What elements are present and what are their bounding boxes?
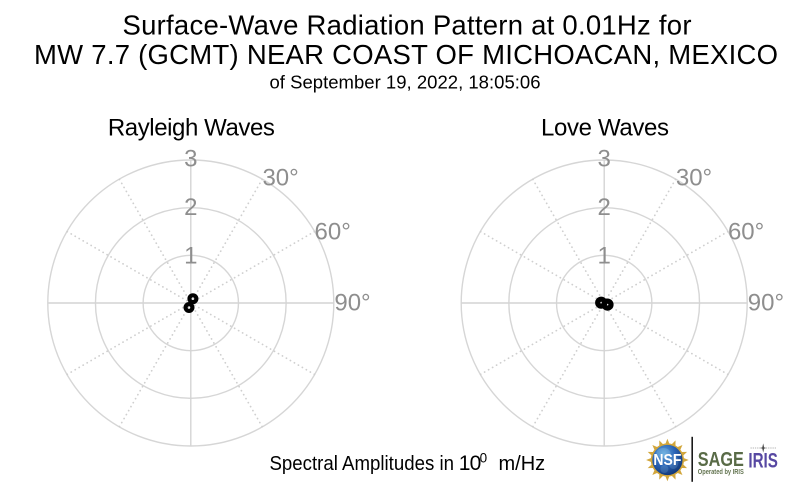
svg-text:30°: 30° [262, 165, 298, 192]
svg-text:30°: 30° [676, 165, 712, 192]
svg-text:2: 2 [598, 194, 611, 221]
svg-text:90°: 90° [334, 290, 370, 317]
svg-text:MW 7.7 (GCMT) NEAR COAST OF MI: MW 7.7 (GCMT) NEAR COAST OF MICHOACAN, M… [34, 39, 778, 70]
svg-text:IRIS: IRIS [748, 449, 778, 472]
svg-text:2: 2 [184, 194, 197, 221]
svg-text:Rayleigh Waves: Rayleigh Waves [108, 115, 275, 142]
svg-text:NSF: NSF [653, 452, 681, 469]
svg-text:Surface-Wave Radiation Pattern: Surface-Wave Radiation Pattern at 0.01Hz… [123, 10, 692, 41]
svg-text:90°: 90° [748, 290, 784, 317]
svg-text:60°: 60° [728, 219, 764, 246]
svg-text:1: 1 [184, 243, 197, 270]
svg-text:of September 19, 2022, 18:05:0: of September 19, 2022, 18:05:06 [270, 72, 541, 93]
svg-text:3: 3 [598, 146, 611, 173]
svg-text:SAGE: SAGE [698, 449, 744, 471]
svg-text:Operated by IRIS: Operated by IRIS [698, 469, 744, 476]
svg-text:1: 1 [598, 243, 611, 270]
svg-text:Love Waves: Love Waves [541, 115, 669, 142]
svg-text:3: 3 [184, 146, 197, 173]
svg-text:60°: 60° [315, 219, 351, 246]
